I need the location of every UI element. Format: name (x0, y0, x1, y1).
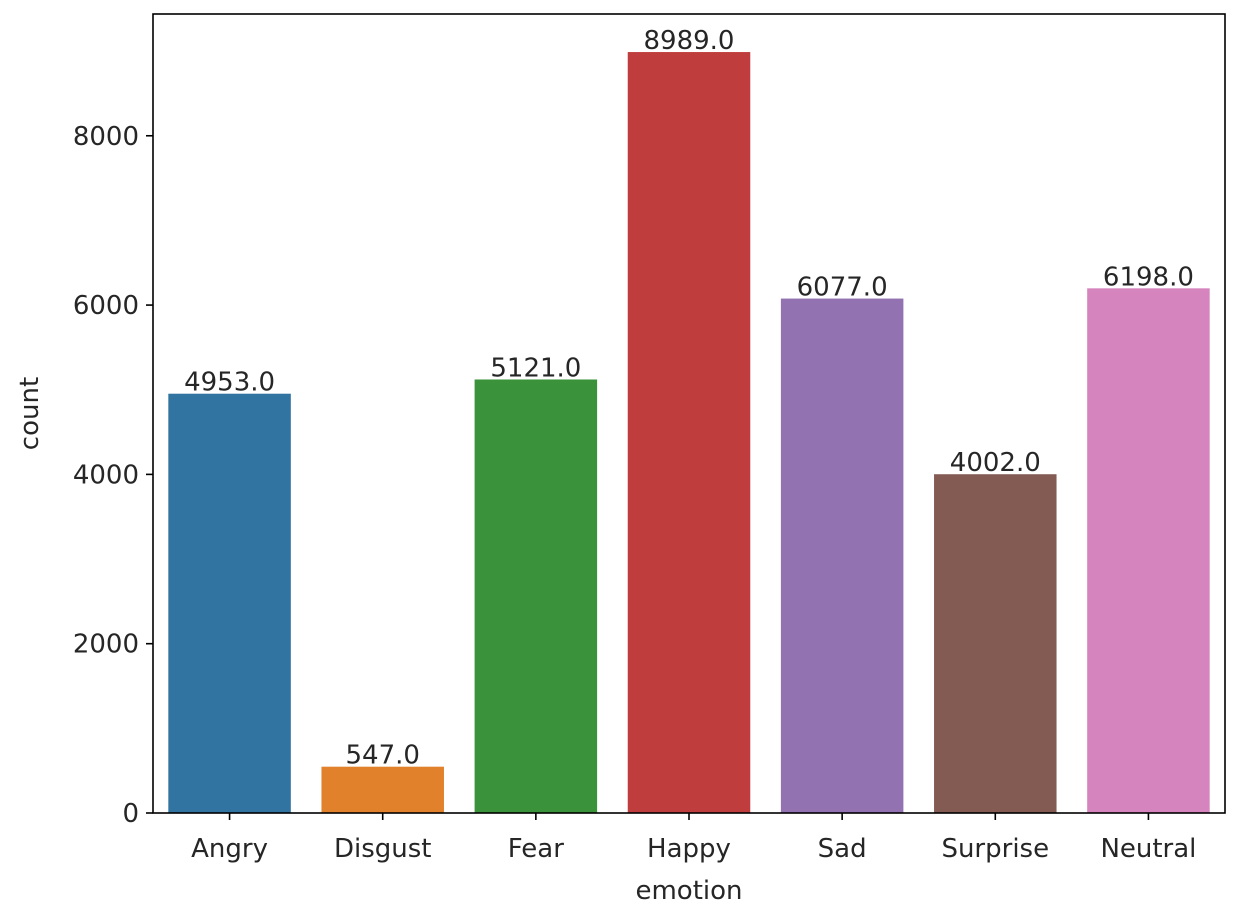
bar-sad (780, 298, 904, 813)
bar-disgust (321, 766, 444, 813)
bar-value-label: 4002.0 (950, 448, 1041, 478)
x-tick-label: Neutral (1100, 834, 1196, 864)
x-tick-label: Angry (191, 834, 268, 864)
x-tick-label: Happy (647, 834, 731, 864)
bar-angry (168, 393, 291, 813)
bar-value-label: 5121.0 (490, 353, 581, 383)
x-tick-label: Sad (818, 834, 867, 864)
bar-surprise (934, 474, 1057, 813)
x-axis-label: emotion (635, 876, 742, 906)
bar-value-label: 547.0 (345, 741, 419, 771)
x-tick-label: Surprise (941, 834, 1049, 864)
bar-labels-layer: 4953.0 547.0 5121.0 8989.0 6077.0 4002.0 6198.… (184, 26, 1194, 771)
y-tick-label: 6000 (73, 291, 139, 321)
bar-fear (474, 379, 598, 813)
y-tick-label: 8000 (73, 122, 139, 152)
x-tick-label: Disgust (334, 834, 432, 864)
y-tick-label: 0 (122, 799, 139, 829)
y-axis-label: count (15, 377, 45, 450)
bars-layer (168, 52, 1210, 814)
y-axis-ticks: 0 2000 4000 6000 8000 (73, 122, 153, 829)
bar-value-label: 4953.0 (184, 368, 275, 398)
y-tick-label: 2000 (73, 630, 139, 660)
x-axis-ticks: Angry Disgust Fear Happy Sad Surprise Neutral (191, 813, 1196, 864)
y-tick-label: 4000 (73, 460, 139, 490)
bar-neutral (1087, 288, 1210, 814)
bar-value-label: 8989.0 (644, 26, 735, 56)
bar-value-label: 6198.0 (1103, 262, 1194, 292)
bar-value-label: 6077.0 (797, 273, 888, 303)
x-tick-label: Fear (508, 834, 564, 864)
bar-happy (627, 52, 751, 814)
